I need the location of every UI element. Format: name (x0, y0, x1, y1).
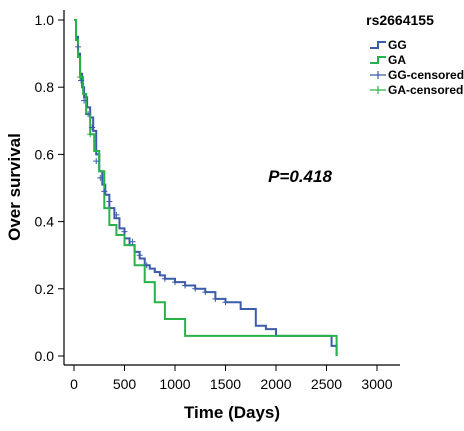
legend-item: GA-censored (370, 83, 463, 97)
legend-item: GG-censored (370, 68, 464, 82)
y-tick-label: 0.6 (35, 146, 55, 162)
legend-label: GG (388, 38, 407, 52)
x-tick-label: 1000 (159, 376, 190, 392)
censor-mark (87, 131, 94, 138)
x-tick-label: 500 (113, 376, 137, 392)
censor-mark (222, 299, 229, 306)
censor-mark (129, 238, 136, 245)
legend-label: GA (388, 53, 406, 67)
censor-mark (77, 74, 84, 81)
censor-mark (89, 124, 96, 131)
series-layer (74, 19, 338, 356)
legend-title: rs2664155 (366, 12, 434, 28)
censor-mark (161, 275, 168, 282)
censor-mark (182, 282, 189, 289)
y-tick-label: 0.8 (35, 79, 55, 95)
legend-swatch (370, 71, 386, 79)
y-ticks: 0.0 0.2 0.4 0.6 0.8 1.0 (35, 12, 64, 364)
y-tick-label: 0.2 (35, 281, 55, 297)
y-axis-title: Over survival (5, 133, 24, 241)
censor-mark (101, 188, 108, 195)
censor-mark (172, 279, 178, 286)
series-line-ga (74, 19, 338, 356)
x-tick-label: 3000 (361, 376, 392, 392)
x-axis-title: Time (Days) (184, 403, 280, 422)
censor-mark (192, 285, 199, 292)
censor-mark (81, 97, 88, 104)
censor-mark (106, 198, 113, 205)
censor-mark (113, 211, 120, 218)
legend-item: GG (370, 38, 407, 52)
y-tick-label: 1.0 (35, 12, 55, 28)
censor-mark (136, 252, 143, 259)
censor-mark (75, 43, 82, 50)
legend-item: GA (370, 53, 406, 67)
series-line-gg (74, 19, 338, 356)
x-tick-label: 0 (70, 376, 78, 392)
legend-swatch (370, 41, 386, 49)
legend-label: GG-censored (388, 68, 464, 82)
censor-mark (143, 262, 150, 269)
legend-swatch (370, 86, 386, 94)
y-tick-label: 0.4 (35, 214, 55, 230)
censor-mark (202, 289, 209, 296)
legend-swatch (370, 56, 386, 64)
legend-label: GA-censored (388, 83, 463, 97)
censor-mark (93, 158, 100, 165)
censor-mark (97, 174, 104, 181)
censor-layer (75, 43, 229, 306)
censor-mark (85, 111, 92, 118)
censor-mark (212, 295, 219, 302)
plot-area (63, 10, 400, 366)
x-tick-label: 2000 (260, 376, 291, 392)
p-value-annotation: P=0.418 (268, 167, 332, 186)
x-tick-label: 2500 (311, 376, 342, 392)
y-tick-label: 0.0 (35, 348, 55, 364)
x-tick-label: 1500 (210, 376, 241, 392)
censor-mark (121, 228, 128, 235)
censor-mark (78, 77, 85, 84)
x-ticks: 0 500 1000 1500 2000 2500 3000 (70, 365, 393, 392)
